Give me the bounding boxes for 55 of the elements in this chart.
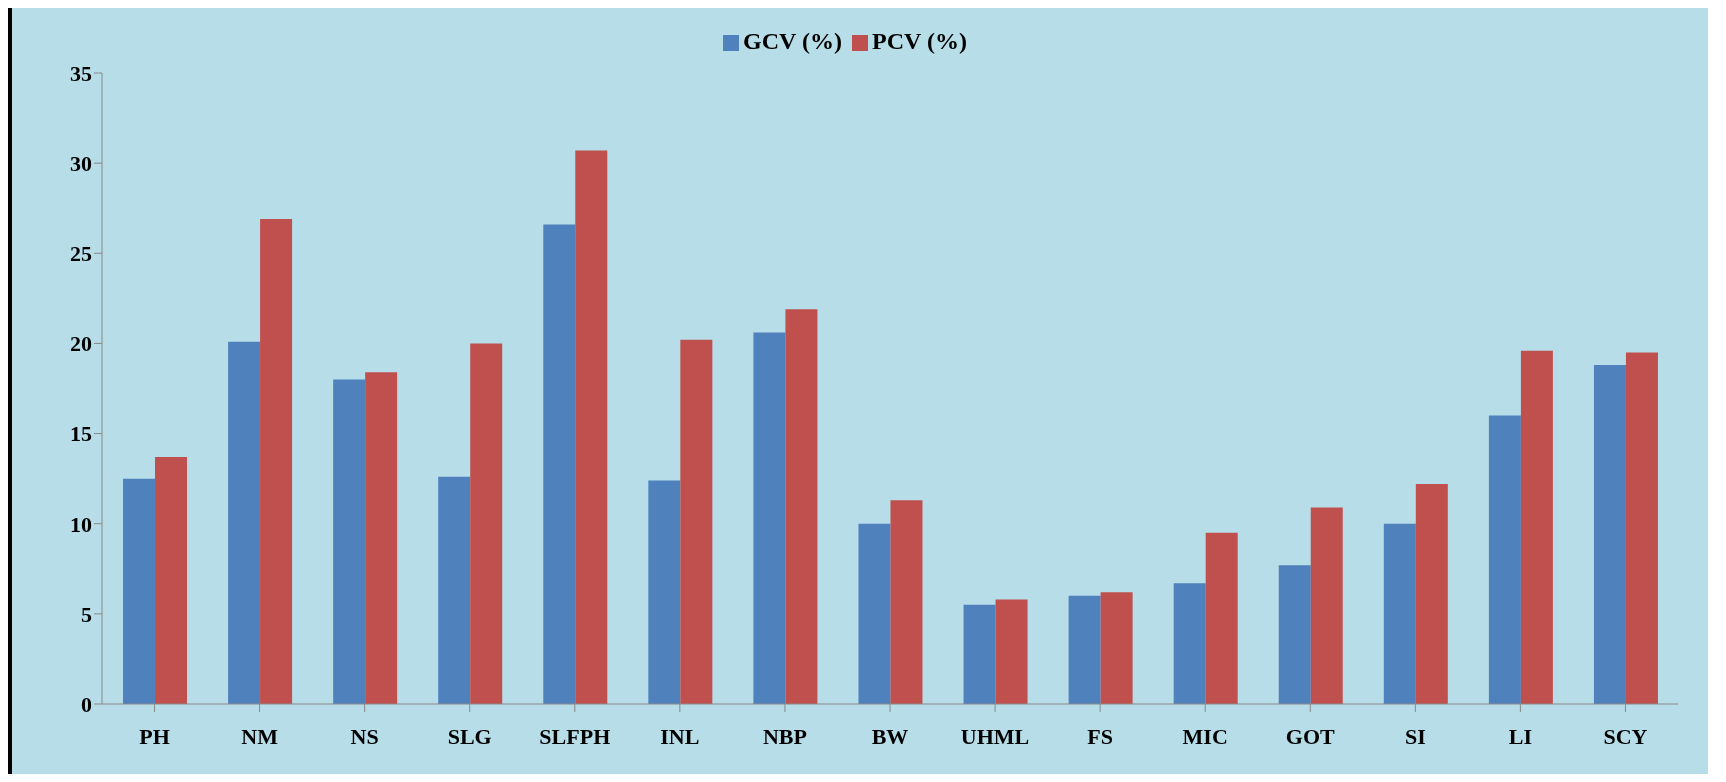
x-tick-label: UHML xyxy=(960,723,1030,749)
y-tick-label: 20 xyxy=(70,331,92,357)
x-tick-label: PH xyxy=(139,723,170,749)
bar xyxy=(228,341,261,704)
bar xyxy=(785,309,818,704)
bar xyxy=(575,150,608,704)
bar xyxy=(1068,595,1101,704)
y-tick-label: 5 xyxy=(81,601,92,627)
bar xyxy=(365,372,398,704)
bar xyxy=(470,343,503,704)
x-tick-label: SLG xyxy=(447,723,492,749)
y-tick-label: 10 xyxy=(70,511,92,537)
x-tick-label: GOT xyxy=(1285,723,1336,749)
bar xyxy=(438,476,471,704)
legend-label: PCV (%) xyxy=(872,28,967,54)
bar xyxy=(1625,352,1658,704)
x-tick-label: SLFPH xyxy=(539,723,611,749)
bar xyxy=(995,599,1028,704)
bar xyxy=(753,332,786,704)
bar xyxy=(1520,350,1553,704)
x-tick-label: INL xyxy=(660,723,700,749)
bar xyxy=(1100,592,1133,704)
x-tick-label: NM xyxy=(241,723,279,749)
x-tick-label: NS xyxy=(350,723,379,749)
bar xyxy=(1173,583,1206,704)
bar xyxy=(123,478,156,704)
bar xyxy=(1488,415,1521,704)
x-tick-label: SCY xyxy=(1603,723,1648,749)
x-tick-label: BW xyxy=(871,723,909,749)
bar xyxy=(1415,484,1448,704)
bar xyxy=(680,339,713,704)
bar xyxy=(543,224,576,704)
y-tick-label: 15 xyxy=(70,421,92,447)
bar xyxy=(1205,532,1238,704)
x-tick-label: NBP xyxy=(762,723,807,749)
x-tick-label: LI xyxy=(1508,723,1533,749)
legend-label: GCV (%) xyxy=(743,28,842,54)
bar xyxy=(1593,365,1626,704)
x-tick-label: MIC xyxy=(1182,723,1228,749)
bar xyxy=(858,523,891,704)
y-tick-label: 35 xyxy=(70,60,92,86)
bar xyxy=(890,500,923,704)
bar xyxy=(1310,507,1343,704)
y-tick-label: 25 xyxy=(70,241,92,267)
x-tick-label: SI xyxy=(1404,723,1426,749)
x-tick-label: FS xyxy=(1087,723,1113,749)
bar xyxy=(1278,565,1311,704)
bar xyxy=(963,604,996,704)
bar xyxy=(333,379,366,704)
bar xyxy=(155,457,188,704)
y-tick-label: 30 xyxy=(70,150,92,176)
bar xyxy=(1383,523,1416,704)
bar xyxy=(260,219,293,704)
bar xyxy=(648,480,681,704)
y-tick-label: 0 xyxy=(81,691,92,717)
